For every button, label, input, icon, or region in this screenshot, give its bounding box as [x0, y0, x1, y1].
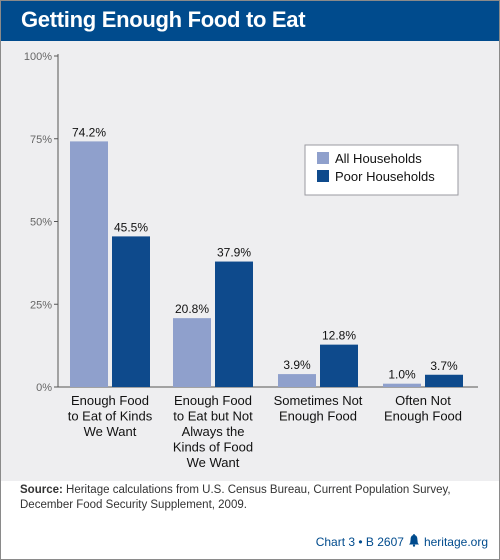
- category-label: We Want: [84, 424, 137, 439]
- category-label: Enough Food: [71, 393, 149, 408]
- legend-label: Poor Households: [335, 169, 435, 184]
- title-bar: Getting Enough Food to Eat: [1, 1, 499, 41]
- data-label: 20.8%: [175, 302, 209, 316]
- data-label: 12.8%: [322, 329, 356, 343]
- y-tick-label: 75%: [30, 134, 52, 146]
- data-label: 3.7%: [430, 359, 458, 373]
- y-tick-label: 50%: [30, 217, 52, 229]
- data-label: 37.9%: [217, 246, 251, 260]
- category-label: Often Not: [395, 393, 451, 408]
- data-label: 1.0%: [388, 368, 416, 382]
- y-tick-label: 100%: [24, 51, 52, 63]
- category-label: We Want: [187, 455, 240, 470]
- category-label: Enough Food: [279, 409, 357, 424]
- bar-poor-households: [112, 236, 150, 387]
- category-label: Enough Food: [384, 409, 462, 424]
- liberty-bell-icon: [408, 534, 420, 550]
- bar-poor-households: [425, 374, 463, 387]
- bar-all-households: [278, 374, 316, 387]
- y-tick-label: 25%: [30, 299, 52, 311]
- category-label: Sometimes Not: [274, 393, 363, 408]
- bar-chart: 100% 75% 50% 25% 0% 74.2% 20.8% 3.9% 1.0% 45.5% 37…: [24, 51, 478, 470]
- footer-site: heritage.org: [423, 535, 488, 549]
- legend-swatch: [317, 152, 329, 164]
- bar-poor-households: [320, 344, 358, 387]
- source-note: Source: Heritage calculations from U.S. …: [20, 483, 490, 513]
- data-label: 45.5%: [114, 220, 148, 234]
- source-label: Source:: [20, 484, 63, 496]
- footer-chart-id: Chart 3 • B 2607: [315, 535, 404, 549]
- source-text: Heritage calculations from U.S. Census B…: [20, 484, 451, 511]
- category-label: Always the: [182, 424, 245, 439]
- footer: Chart 3 • B 2607 heritage.org: [316, 534, 488, 550]
- category-label: Kinds of Food: [173, 440, 253, 455]
- bar-poor-households: [215, 261, 253, 387]
- legend-label: All Households: [335, 151, 422, 166]
- legend-swatch: [317, 170, 329, 182]
- bar-all-households: [70, 141, 108, 387]
- bar-all-households: [383, 383, 421, 387]
- category-label: to Eat but Not: [173, 409, 253, 424]
- data-label: 74.2%: [72, 125, 106, 139]
- chart-title: Getting Enough Food to Eat: [21, 7, 306, 32]
- legend-box: [304, 144, 459, 196]
- category-label: Enough Food: [174, 393, 252, 408]
- data-label: 3.9%: [283, 358, 311, 372]
- category-label: to Eat of Kinds: [68, 409, 153, 424]
- bar-all-households: [173, 318, 211, 387]
- y-tick-label: 0%: [36, 382, 52, 394]
